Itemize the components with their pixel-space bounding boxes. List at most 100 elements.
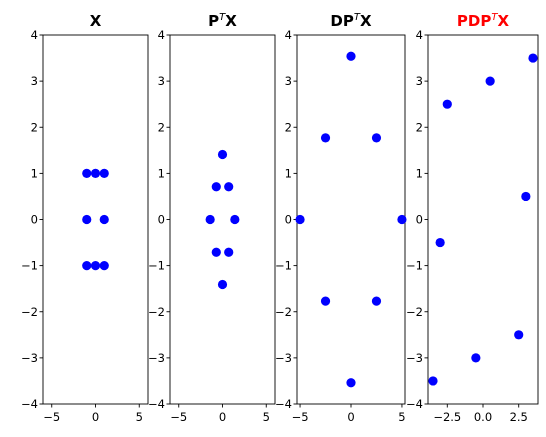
y-tick-label: −3 <box>21 351 38 365</box>
y-tick-label: 2 <box>285 120 292 134</box>
data-point <box>90 261 101 271</box>
data-point <box>521 191 531 202</box>
x-tick-label: 2.5 <box>510 410 528 424</box>
subplot-title: DPTX <box>330 12 372 30</box>
title-superscript: T <box>491 12 498 23</box>
data-point <box>82 261 92 271</box>
y-tick-label: 3 <box>158 74 165 88</box>
x-tick-label: 0 <box>92 410 99 424</box>
x-tick-label: 5 <box>263 410 270 424</box>
data-point <box>230 214 240 225</box>
y-tick-label: −3 <box>148 351 165 365</box>
y-tick-label: −4 <box>148 397 165 411</box>
y-tick-label: 1 <box>31 166 38 180</box>
data-point <box>471 353 481 363</box>
title-tail: X <box>225 12 237 30</box>
subplot-2: −4 −3 −2 −1 0 1 2 3 4 −5 0 5 PTX <box>148 12 276 424</box>
data-point <box>371 296 382 306</box>
data-point <box>435 237 445 248</box>
x-tick-label: 0 <box>219 410 226 424</box>
axes-frame <box>169 34 276 405</box>
data-point <box>428 376 438 386</box>
subplot-title: PTX <box>208 12 237 30</box>
x-tick-label: −5 <box>292 410 309 424</box>
data-point <box>224 182 234 192</box>
y-tick-label: −2 <box>406 305 423 319</box>
data-point <box>211 182 221 192</box>
x-tick-label: 0 <box>347 410 354 424</box>
subplot-4: −4 −3 −2 −1 0 1 2 3 4 −2.5 0.0 2.5 PDPTX <box>406 12 539 424</box>
data-point <box>346 51 356 61</box>
data-point <box>397 214 407 225</box>
data-point <box>528 53 538 63</box>
y-tick-label: 2 <box>416 120 423 134</box>
y-tick-label: −2 <box>21 305 38 319</box>
data-point <box>99 261 109 271</box>
title-superscript: T <box>219 12 226 23</box>
x-tick-label: −2.5 <box>433 410 461 424</box>
title-superscript: T <box>354 12 361 23</box>
y-tick-label: 3 <box>416 74 423 88</box>
title-main: DP <box>330 12 353 30</box>
title-main: PDP <box>457 12 491 30</box>
y-tick-label: −4 <box>406 397 423 411</box>
subplot-title: X <box>90 12 102 30</box>
y-tick-label: −1 <box>406 259 423 273</box>
subplot-3: −4 −3 −2 −1 0 1 2 3 4 −5 0 5 DPTX <box>275 12 407 424</box>
data-point <box>346 378 356 388</box>
data-point <box>82 168 92 178</box>
data-point <box>217 279 228 290</box>
y-tick-label: −4 <box>275 397 292 411</box>
y-tick-label: 2 <box>158 120 165 134</box>
data-point <box>485 76 495 86</box>
y-tick-label: −2 <box>148 305 165 319</box>
y-tick-label: −4 <box>21 397 38 411</box>
y-tick-label: 2 <box>31 120 38 134</box>
title-tail: X <box>360 12 372 30</box>
y-tick-label: −1 <box>275 259 292 273</box>
y-tick-label: −3 <box>275 351 292 365</box>
y-tick-label: 4 <box>158 28 165 42</box>
y-tick-label: 0 <box>31 213 38 227</box>
x-tick-label: −5 <box>43 410 60 424</box>
x-tick-label: 5 <box>398 410 405 424</box>
title-main: X <box>90 12 102 30</box>
data-point <box>99 168 109 178</box>
y-tick-label: 0 <box>158 213 165 227</box>
y-tick-label: 4 <box>31 28 38 42</box>
data-point <box>205 214 215 225</box>
data-point <box>514 330 524 340</box>
data-point <box>224 247 234 257</box>
y-tick-label: 3 <box>285 74 292 88</box>
y-tick-label: 1 <box>158 166 165 180</box>
y-tick-label: 1 <box>416 166 423 180</box>
title-tail: X <box>497 12 509 30</box>
y-tick-label: −2 <box>275 305 292 319</box>
data-point <box>371 133 382 143</box>
axes-frame <box>42 34 149 405</box>
y-tick-label: −1 <box>21 259 38 273</box>
subplot-1: −4 −3 −2 −1 0 1 2 3 4 −5 0 5 X <box>21 12 149 424</box>
y-tick-label: 4 <box>285 28 292 42</box>
subplot-title: PDPTX <box>457 12 510 30</box>
data-point <box>99 214 109 225</box>
y-tick-label: 3 <box>31 74 38 88</box>
y-tick-label: 0 <box>416 213 423 227</box>
data-point <box>320 133 331 143</box>
y-tick-label: 4 <box>416 28 423 42</box>
axes-frame <box>427 34 539 405</box>
y-tick-label: 1 <box>285 166 292 180</box>
data-point <box>295 214 305 225</box>
y-tick-label: −3 <box>406 351 423 365</box>
data-point <box>442 99 452 109</box>
data-point <box>320 296 331 306</box>
data-point <box>217 149 228 160</box>
x-tick-label: 5 <box>136 410 143 424</box>
x-tick-label: −5 <box>170 410 187 424</box>
data-point <box>211 247 221 257</box>
title-main: P <box>208 12 219 30</box>
x-tick-label: 0.0 <box>474 410 492 424</box>
y-tick-label: 0 <box>285 213 292 227</box>
y-tick-label: −1 <box>148 259 165 273</box>
